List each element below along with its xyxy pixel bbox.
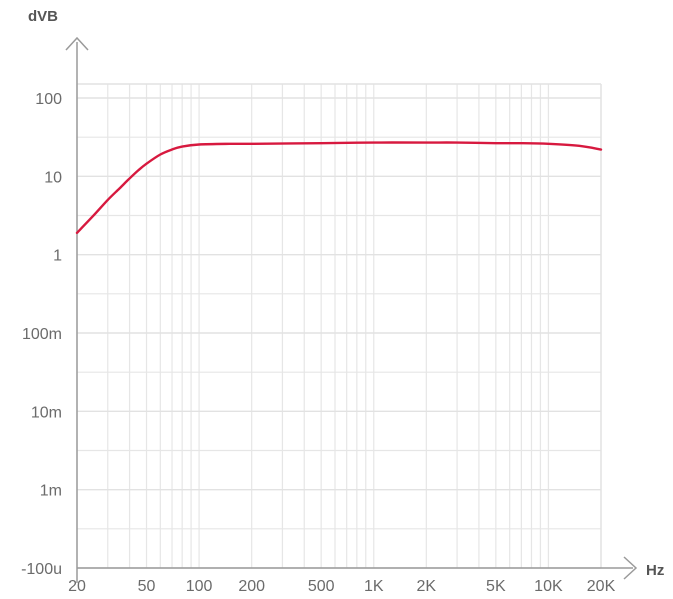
y-tick-label: 100 <box>35 91 62 108</box>
x-tick-label: 200 <box>238 578 265 595</box>
y-tick-label: 10m <box>31 404 62 421</box>
x-tick-label: 20K <box>587 578 616 595</box>
y-tick-label: 100m <box>22 326 62 343</box>
minor-grid <box>76 84 602 568</box>
x-tick-label: 1K <box>364 578 384 595</box>
y-axis-arrow <box>65 36 89 51</box>
x-tick-label: 5K <box>486 578 506 595</box>
x-axis-arrow <box>623 556 638 580</box>
x-tick-label: 50 <box>138 578 156 595</box>
y-tick-labels: 100 10 1 100m 10m 1m -100u <box>21 91 62 578</box>
series-line <box>75 141 603 235</box>
x-tick-label: 2K <box>417 578 437 595</box>
x-tick-label: 500 <box>308 578 335 595</box>
x-tick-label: 10K <box>534 578 563 595</box>
x-axis-label: Hz <box>646 562 664 579</box>
y-tick-label: 1 <box>53 248 62 265</box>
x-tick-label: 20 <box>68 578 86 595</box>
axes: dVB Hz <box>28 8 664 583</box>
x-tick-labels: 20 50 100 200 500 1K 2K 5K 10K 20K <box>68 578 615 595</box>
y-tick-label: -100u <box>21 561 62 578</box>
x-tick-label: 100 <box>186 578 213 595</box>
y-tick-label: 10 <box>44 169 62 186</box>
y-tick-label: 1m <box>40 483 62 500</box>
series-layer <box>75 141 603 235</box>
y-axis-label: dVB <box>28 8 58 25</box>
